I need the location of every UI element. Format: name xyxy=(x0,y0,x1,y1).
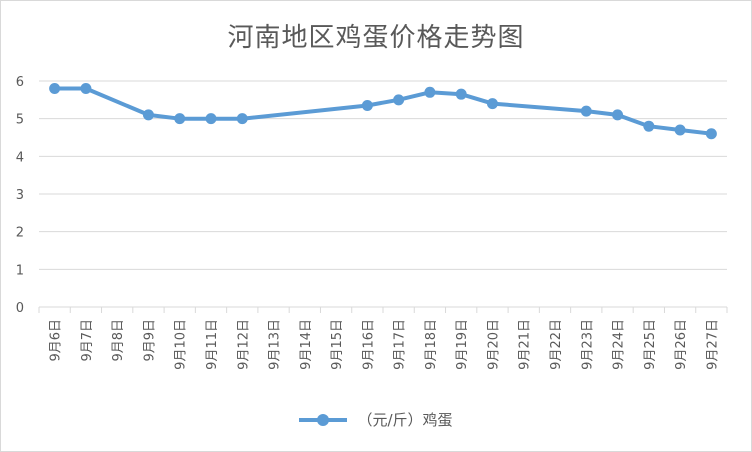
x-tick-label: 9月7日 xyxy=(80,319,95,362)
data-point xyxy=(705,128,717,140)
y-tick-label: 4 xyxy=(16,150,24,165)
x-tick-label: 9月22日 xyxy=(549,319,564,370)
x-tick-label: 9月15日 xyxy=(330,319,345,370)
y-tick-label: 6 xyxy=(16,75,24,90)
x-tick-label: 9月10日 xyxy=(174,319,189,370)
data-point xyxy=(49,83,61,95)
x-tick-label: 9月6日 xyxy=(49,319,64,362)
x-tick-label: 9月25日 xyxy=(643,319,658,370)
x-tick-label: 9月21日 xyxy=(518,319,533,370)
x-tick-label: 9月12日 xyxy=(236,319,251,370)
y-tick-label: 5 xyxy=(16,113,24,128)
y-tick-label: 2 xyxy=(16,226,24,241)
data-point xyxy=(236,113,248,125)
gridlines xyxy=(39,80,727,308)
data-point xyxy=(142,109,154,121)
x-tick-label: 9月27日 xyxy=(705,319,720,370)
data-point xyxy=(361,99,373,111)
x-tick-label: 9月24日 xyxy=(612,319,627,370)
chart-title: 河南地区鸡蛋价格走势图 xyxy=(227,23,525,53)
data-point xyxy=(674,124,686,136)
x-axis-ticks: 9月6日 9月7日 9月8日 9月9日 9月10日 9月11日 9月12日 9月13日 9月14… xyxy=(38,307,728,370)
x-tick-label: 9月20日 xyxy=(486,319,501,370)
data-point xyxy=(424,86,436,98)
data-point xyxy=(643,120,655,132)
x-tick-label: 9月17日 xyxy=(393,319,408,370)
data-point xyxy=(205,113,217,125)
data-point xyxy=(486,98,498,110)
x-tick-label: 9月11日 xyxy=(205,319,220,370)
data-point xyxy=(80,83,92,95)
x-tick-label: 9月16日 xyxy=(361,319,376,370)
data-point xyxy=(393,94,405,106)
x-tick-label: 9月19日 xyxy=(455,319,470,370)
x-tick-label: 9月9日 xyxy=(142,319,157,362)
y-axis-ticks: 0 1 2 3 4 5 6 xyxy=(16,75,24,316)
data-point xyxy=(174,113,186,125)
y-tick-label: 0 xyxy=(16,301,24,316)
x-tick-label: 9月13日 xyxy=(268,319,283,370)
x-tick-label: 9月26日 xyxy=(674,319,689,370)
legend-swatch xyxy=(299,413,348,427)
legend: （元/斤）鸡蛋 xyxy=(1,409,751,430)
y-tick-label: 3 xyxy=(16,188,24,203)
x-tick-label: 9月18日 xyxy=(424,319,439,370)
x-tick-label: 9月23日 xyxy=(580,319,595,370)
series-layer xyxy=(49,83,717,140)
x-tick-label: 9月8日 xyxy=(111,319,126,362)
x-tick-label: 9月14日 xyxy=(299,319,314,370)
legend-label: （元/斤）鸡蛋 xyxy=(357,411,453,429)
data-point xyxy=(455,88,467,100)
series-line xyxy=(52,86,714,136)
y-tick-label: 1 xyxy=(16,263,24,278)
data-point xyxy=(612,109,624,121)
data-point xyxy=(580,105,592,117)
